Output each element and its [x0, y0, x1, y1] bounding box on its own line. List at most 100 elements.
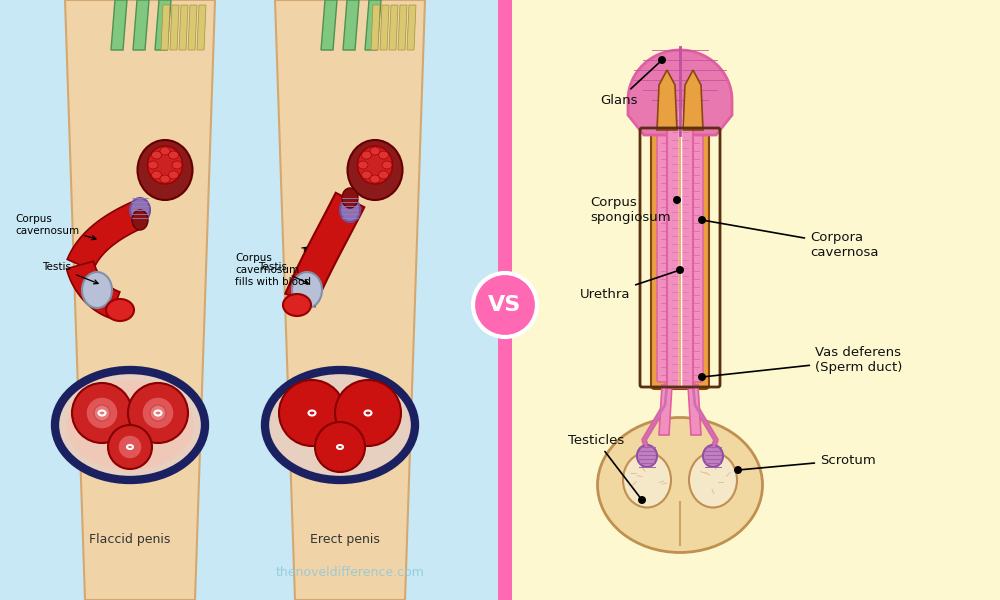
- Circle shape: [315, 422, 365, 472]
- Polygon shape: [389, 5, 398, 50]
- Polygon shape: [111, 0, 127, 50]
- Ellipse shape: [168, 171, 178, 179]
- Polygon shape: [133, 0, 149, 50]
- Text: Vas deferens
(Sperm duct): Vas deferens (Sperm duct): [705, 346, 902, 377]
- Circle shape: [72, 383, 132, 443]
- Ellipse shape: [292, 272, 322, 308]
- Ellipse shape: [378, 151, 388, 159]
- Polygon shape: [161, 5, 170, 50]
- Ellipse shape: [362, 171, 372, 179]
- Ellipse shape: [358, 146, 392, 184]
- Polygon shape: [67, 202, 143, 271]
- Ellipse shape: [703, 445, 723, 467]
- Circle shape: [658, 56, 666, 64]
- Polygon shape: [170, 5, 179, 50]
- Text: Urethra: Urethra: [580, 271, 677, 301]
- Polygon shape: [371, 5, 380, 50]
- Ellipse shape: [382, 161, 392, 169]
- Ellipse shape: [152, 171, 162, 179]
- Ellipse shape: [106, 299, 134, 321]
- Text: thenoveldifference.com: thenoveldifference.com: [276, 565, 424, 578]
- FancyBboxPatch shape: [683, 133, 703, 382]
- FancyBboxPatch shape: [498, 0, 512, 600]
- Circle shape: [108, 425, 152, 469]
- Polygon shape: [657, 70, 677, 130]
- Ellipse shape: [283, 294, 311, 316]
- Ellipse shape: [348, 140, 402, 200]
- Polygon shape: [380, 5, 389, 50]
- Polygon shape: [398, 5, 407, 50]
- Ellipse shape: [66, 380, 194, 470]
- Ellipse shape: [168, 151, 178, 159]
- Polygon shape: [659, 385, 672, 435]
- Text: Corpus
cavernosum
fills with blood: Corpus cavernosum fills with blood: [235, 247, 311, 287]
- Ellipse shape: [689, 452, 737, 508]
- Text: Testis: Testis: [258, 262, 308, 283]
- Polygon shape: [628, 50, 732, 135]
- Ellipse shape: [265, 370, 415, 480]
- Ellipse shape: [340, 198, 360, 222]
- Circle shape: [335, 380, 401, 446]
- Ellipse shape: [55, 370, 205, 480]
- Circle shape: [118, 435, 142, 459]
- Polygon shape: [343, 0, 359, 50]
- Ellipse shape: [362, 151, 372, 159]
- Ellipse shape: [276, 380, 404, 470]
- Ellipse shape: [148, 161, 158, 169]
- Polygon shape: [688, 385, 701, 435]
- Ellipse shape: [160, 175, 170, 183]
- Circle shape: [128, 383, 188, 443]
- FancyBboxPatch shape: [677, 126, 709, 389]
- Circle shape: [142, 397, 174, 429]
- Circle shape: [150, 405, 166, 421]
- Ellipse shape: [152, 151, 162, 159]
- Circle shape: [676, 266, 684, 274]
- Polygon shape: [197, 5, 206, 50]
- Circle shape: [86, 397, 118, 429]
- Polygon shape: [155, 0, 171, 50]
- FancyBboxPatch shape: [667, 127, 693, 388]
- Polygon shape: [179, 5, 188, 50]
- Ellipse shape: [138, 140, 192, 200]
- Polygon shape: [407, 5, 416, 50]
- Circle shape: [698, 373, 706, 381]
- Polygon shape: [275, 0, 425, 600]
- Text: VS: VS: [488, 295, 522, 315]
- FancyBboxPatch shape: [505, 0, 1000, 600]
- Ellipse shape: [358, 161, 368, 169]
- Ellipse shape: [370, 175, 380, 183]
- Polygon shape: [65, 0, 215, 600]
- Ellipse shape: [130, 198, 150, 222]
- Ellipse shape: [160, 147, 170, 155]
- Ellipse shape: [82, 272, 112, 308]
- FancyBboxPatch shape: [651, 126, 683, 389]
- Ellipse shape: [378, 171, 388, 179]
- Circle shape: [698, 216, 706, 224]
- Text: Flaccid penis: Flaccid penis: [89, 533, 171, 547]
- FancyBboxPatch shape: [657, 133, 677, 382]
- Polygon shape: [285, 193, 364, 307]
- Circle shape: [734, 466, 742, 474]
- Circle shape: [94, 405, 110, 421]
- Text: Corpus
cavernosum: Corpus cavernosum: [15, 214, 96, 240]
- Text: Testis: Testis: [42, 262, 98, 284]
- FancyBboxPatch shape: [0, 0, 505, 600]
- Polygon shape: [365, 0, 381, 50]
- Ellipse shape: [132, 210, 148, 230]
- Ellipse shape: [598, 418, 763, 553]
- Ellipse shape: [342, 188, 358, 208]
- Text: Glans: Glans: [600, 62, 660, 107]
- Ellipse shape: [172, 161, 182, 169]
- Polygon shape: [67, 261, 120, 318]
- Text: Testicles: Testicles: [568, 433, 640, 498]
- Text: Corpora
cavernosa: Corpora cavernosa: [705, 220, 879, 259]
- Text: Erect penis: Erect penis: [310, 533, 380, 547]
- Polygon shape: [188, 5, 197, 50]
- Polygon shape: [683, 70, 703, 130]
- Text: Corpus
spongiosum: Corpus spongiosum: [590, 196, 677, 224]
- Ellipse shape: [637, 445, 657, 467]
- Ellipse shape: [370, 147, 380, 155]
- Ellipse shape: [623, 452, 671, 508]
- Circle shape: [473, 273, 537, 337]
- Circle shape: [279, 380, 345, 446]
